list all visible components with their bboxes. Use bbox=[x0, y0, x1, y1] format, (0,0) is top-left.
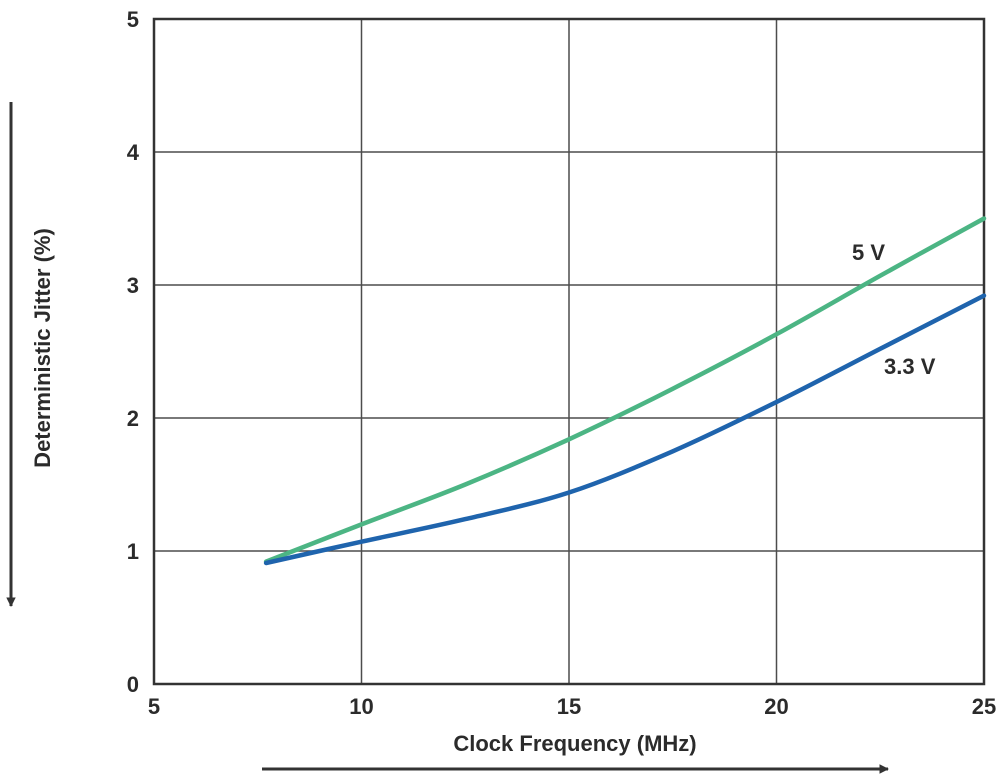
plot-frame bbox=[152, 17, 986, 686]
series-label-5v: 5 V bbox=[852, 240, 885, 265]
x-tick-label: 5 bbox=[148, 694, 160, 719]
y-tick-label: 0 bbox=[127, 672, 139, 697]
x-axis-title: Clock Frequency (MHz) bbox=[453, 731, 696, 756]
tick-labels: 5 10 15 20 25 0 1 2 3 4 5 bbox=[127, 7, 996, 719]
x-tick-label: 10 bbox=[349, 694, 373, 719]
series-layer bbox=[263, 216, 987, 566]
series-label-3-3v: 3.3 V bbox=[884, 354, 936, 379]
x-tick-label: 25 bbox=[972, 694, 996, 719]
series-line-5-v bbox=[263, 216, 987, 564]
y-axis-title: Deterministic Jitter (%) bbox=[30, 228, 55, 468]
grid-lines bbox=[154, 19, 984, 684]
y-tick-label: 4 bbox=[127, 140, 140, 165]
y-tick-label: 5 bbox=[127, 7, 139, 32]
y-tick-label: 3 bbox=[127, 273, 139, 298]
x-tick-label: 15 bbox=[557, 694, 581, 719]
y-tick-label: 1 bbox=[127, 539, 139, 564]
x-tick-label: 20 bbox=[764, 694, 788, 719]
y-tick-label: 2 bbox=[127, 406, 139, 431]
series-line-3-3-v bbox=[263, 293, 987, 566]
